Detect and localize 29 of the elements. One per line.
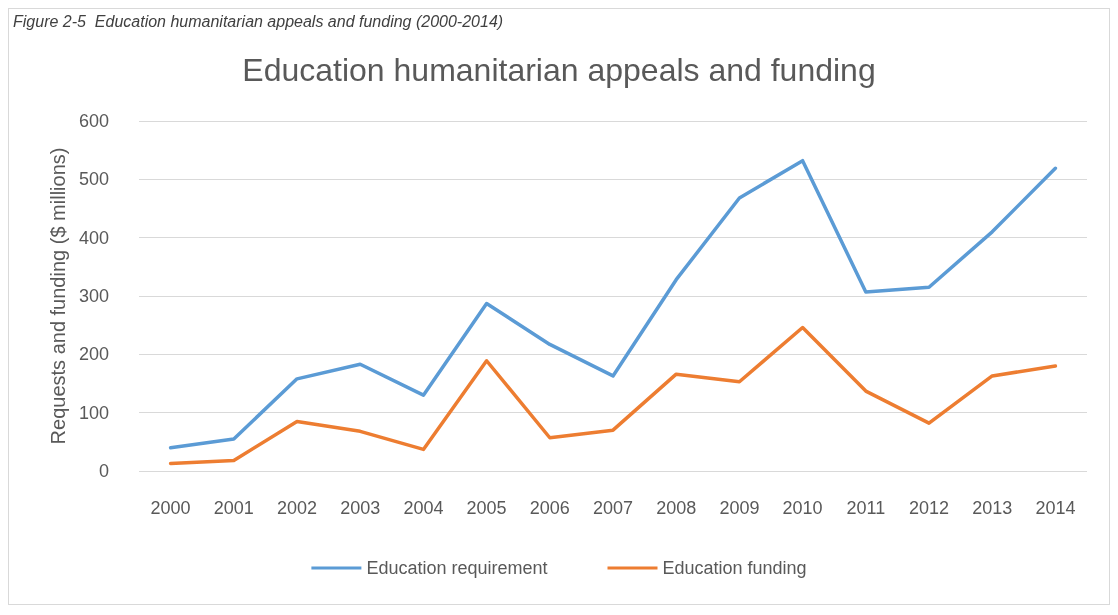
y-tick-label: 0 xyxy=(98,461,109,481)
x-tick-label: 2014 xyxy=(1035,498,1076,518)
x-tick-label: 2001 xyxy=(213,498,254,518)
y-axis-title: Requests and funding ($ millions) xyxy=(47,147,70,445)
x-tick-label: 2006 xyxy=(529,498,570,518)
y-tick-label: 600 xyxy=(78,111,109,131)
y-tick-label: 100 xyxy=(78,402,109,423)
x-tick-label: 2013 xyxy=(972,498,1013,518)
line-series xyxy=(168,325,1058,466)
x-tick-label: 2012 xyxy=(908,498,950,518)
x-tick-label: 2007 xyxy=(592,498,634,518)
x-tick-label: 2008 xyxy=(656,498,697,518)
caption: Figure 2-5 Education humanitarian appeals and funding (2000-2014) xyxy=(13,12,504,30)
x-tick-label: 2002 xyxy=(276,498,318,518)
x-tick-label: 2010 xyxy=(782,498,823,518)
y-tick-label: 200 xyxy=(78,344,109,365)
chart-title: Education humanitarian appeals and funding xyxy=(242,52,876,88)
y-tick-label: 500 xyxy=(78,169,109,190)
legend-label: Education requirement xyxy=(366,558,548,578)
y-tick-label: 400 xyxy=(78,227,109,248)
y-tick-label: 300 xyxy=(78,286,109,306)
line-series xyxy=(168,158,1058,450)
x-tick-label: 2011 xyxy=(846,498,886,518)
legend-label: Education funding xyxy=(662,558,807,578)
x-tick-label: 2005 xyxy=(466,498,507,518)
x-tick-label: 2003 xyxy=(340,498,381,518)
x-tick-label: 2004 xyxy=(403,498,444,518)
x-tick-label: 2009 xyxy=(719,498,760,518)
x-tick-label: 2000 xyxy=(150,498,191,518)
